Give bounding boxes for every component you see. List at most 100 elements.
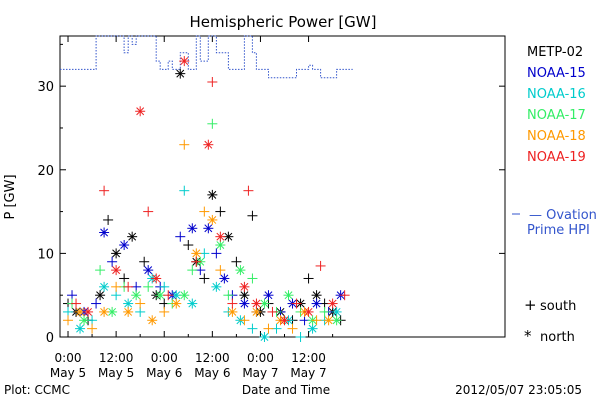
data-point — [311, 315, 322, 326]
point-stroke — [124, 299, 133, 308]
point-stroke — [100, 228, 109, 237]
data-point — [99, 306, 110, 317]
point-stroke — [236, 266, 245, 275]
data-point — [135, 306, 146, 317]
data-point — [187, 298, 198, 309]
legend: METP-02 NOAA-15 NOAA-16 NOAA-17 NOAA-18 NOAA-… — [524, 45, 586, 345]
point-stroke — [208, 215, 217, 224]
point-stroke — [280, 316, 289, 325]
data-point — [107, 256, 118, 267]
data-point — [323, 315, 334, 326]
point-stroke — [220, 274, 229, 283]
data-point — [303, 273, 314, 284]
point-stroke — [252, 307, 261, 316]
data-point — [71, 298, 82, 309]
data-point — [207, 76, 218, 87]
data-point — [147, 315, 158, 326]
data-point — [207, 189, 218, 200]
x-tick-label-time: 0:00 — [247, 351, 274, 365]
point-stroke — [100, 282, 109, 291]
point-stroke — [312, 291, 321, 300]
footer-credit: Plot: CCMC — [4, 383, 70, 397]
point-stroke — [132, 291, 141, 300]
data-point — [159, 306, 170, 317]
data-point — [191, 256, 202, 267]
data-point — [247, 323, 258, 334]
data-point — [95, 290, 106, 301]
data-point — [251, 298, 262, 309]
data-point — [211, 281, 222, 292]
data-point — [311, 290, 322, 301]
data-point — [143, 265, 154, 276]
data-point — [75, 323, 86, 334]
data-point — [123, 298, 134, 309]
x-tick-label-time: 12:00 — [291, 351, 326, 365]
point-stroke — [332, 316, 341, 325]
data-point — [239, 315, 250, 326]
data-point — [291, 298, 302, 309]
point-stroke — [324, 316, 333, 325]
point-stroke — [216, 232, 225, 241]
point-stroke — [240, 282, 249, 291]
plot-frame — [59, 35, 506, 338]
point-stroke — [260, 333, 269, 341]
data-point — [319, 306, 330, 317]
marker-legend-label: north — [540, 330, 575, 345]
data-point — [119, 240, 130, 251]
data-point — [111, 281, 122, 292]
point-stroke — [148, 316, 157, 325]
point-stroke — [80, 316, 89, 325]
y-axis-label: P [GW] — [3, 174, 18, 219]
data-point — [215, 265, 226, 276]
data-point — [203, 223, 214, 234]
point-stroke — [228, 307, 237, 316]
point-stroke — [204, 140, 213, 149]
data-point — [143, 206, 154, 217]
data-point — [103, 214, 114, 225]
point-stroke — [308, 324, 317, 333]
data-points — [63, 56, 350, 342]
x-tick-label-time: 0:00 — [55, 351, 82, 365]
point-stroke — [124, 307, 133, 316]
point-stroke — [240, 291, 249, 300]
point-stroke — [144, 266, 153, 275]
data-point — [259, 332, 270, 342]
data-point — [91, 298, 102, 309]
x-tick-label-day: May 5 — [98, 366, 134, 380]
point-stroke — [188, 224, 197, 233]
point-stroke — [84, 307, 93, 316]
legend-entry: NOAA-19 — [527, 150, 586, 165]
marker-legend-symbol: + — [524, 296, 537, 314]
data-point — [63, 315, 74, 326]
data-point — [267, 306, 278, 317]
data-point — [111, 248, 122, 259]
legend-entry: NOAA-15 — [527, 66, 586, 81]
data-point — [279, 315, 290, 326]
legend-entry: NOAA-18 — [527, 129, 586, 144]
data-point — [95, 265, 106, 276]
y-tick-label: 20 — [37, 164, 54, 179]
point-stroke — [180, 291, 189, 300]
data-point — [331, 306, 342, 317]
data-point — [231, 256, 242, 267]
point-stroke — [152, 274, 161, 283]
data-point — [139, 256, 150, 267]
data-point — [171, 298, 182, 309]
data-point — [199, 206, 210, 217]
data-point — [191, 248, 202, 259]
data-point — [303, 306, 314, 317]
data-point — [83, 306, 94, 317]
point-stroke — [216, 241, 225, 249]
data-point — [239, 298, 250, 309]
data-point — [207, 214, 218, 225]
y-tick-label: 0 — [46, 331, 54, 346]
data-point — [215, 206, 226, 217]
point-stroke — [240, 299, 249, 308]
data-point — [219, 273, 230, 284]
legend-entry: NOAA-17 — [527, 108, 586, 123]
data-point — [127, 231, 138, 242]
point-stroke — [76, 307, 84, 316]
point-stroke — [100, 307, 109, 316]
